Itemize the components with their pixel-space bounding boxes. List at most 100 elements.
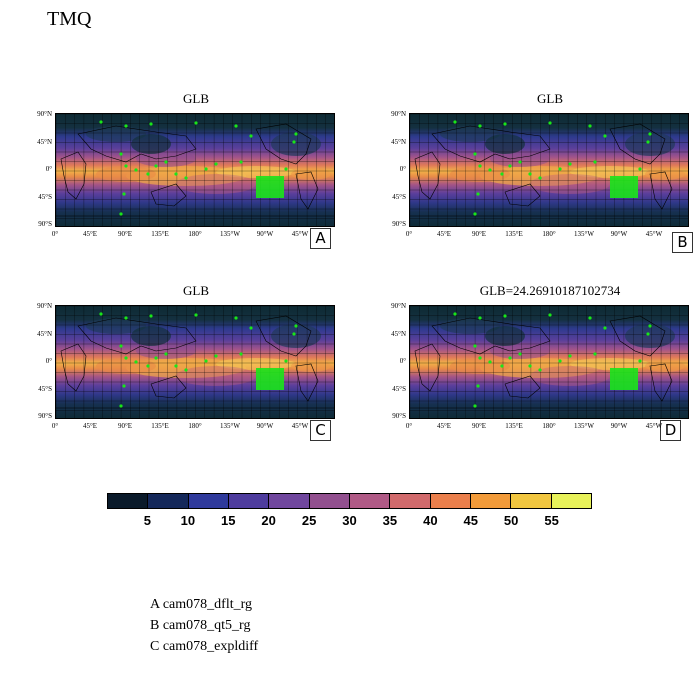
lon-label: 0°: [405, 230, 413, 238]
colorbar-swatch: [349, 494, 391, 508]
lat-label: 90°S: [392, 412, 406, 420]
lat-label: 0°: [45, 165, 52, 173]
panel-c-title: GLB: [183, 283, 209, 298]
marker-point: [548, 313, 552, 317]
colorbar-swatch: [148, 494, 189, 508]
lat-label: 0°: [399, 357, 406, 365]
marker-point: [119, 344, 123, 348]
lon-label: 180°: [542, 230, 556, 238]
marker-point: [146, 172, 150, 176]
colorbar-tick-label: 30: [342, 513, 357, 528]
lat-label: 45°N: [37, 329, 52, 338]
marker-point: [473, 404, 477, 408]
marker-point: [478, 124, 482, 128]
marker-point: [538, 368, 542, 372]
lon-label: 45°W: [291, 230, 309, 238]
marker-point: [473, 152, 477, 156]
marker-point: [249, 326, 253, 330]
colorbar-swatch: [309, 494, 350, 508]
marker-point: [194, 313, 198, 317]
legend-item-b: B cam078_qt5_rg: [150, 618, 251, 633]
colorbar-swatch: [511, 494, 552, 508]
lon-label: 90°E: [471, 422, 487, 430]
lon-label: 180°: [188, 422, 202, 430]
marker-point: [476, 192, 480, 196]
panel-b-title: GLB: [537, 91, 563, 106]
marker-point: [476, 384, 480, 388]
marker-point: [478, 316, 482, 320]
colorbar-swatch: [470, 494, 512, 508]
marker-point: [284, 167, 288, 171]
lat-label: 45°S: [392, 192, 406, 201]
lon-label: 90°W: [610, 230, 628, 238]
marker-point: [184, 368, 188, 372]
lon-label: 180°: [542, 422, 556, 430]
legend-item-a: A cam078_dflt_rg: [150, 597, 253, 612]
marker-point: [234, 124, 238, 128]
colorbar-tick-label: 10: [180, 513, 196, 528]
marker-point: [488, 168, 492, 172]
lon-label: 90°E: [471, 230, 487, 238]
marker-point: [239, 352, 243, 356]
marker-point: [164, 352, 168, 356]
marker-point: [124, 316, 128, 320]
marker-point: [149, 314, 153, 318]
panel-b-letter: B: [672, 232, 693, 253]
panel-a-map: [55, 113, 335, 227]
marker-point: [164, 160, 168, 164]
lat-label: 45°S: [38, 192, 52, 201]
marker-point: [648, 132, 652, 136]
lon-label: 135°E: [505, 230, 523, 238]
marker-point: [478, 356, 482, 360]
marker-point: [124, 124, 128, 128]
lon-label: 135°E: [505, 422, 523, 430]
marker-point: [638, 167, 642, 171]
marker-point: [149, 122, 153, 126]
marker-point: [146, 364, 150, 368]
marker-point: [488, 360, 492, 364]
marker-point: [473, 212, 477, 216]
marker-point: [134, 360, 138, 364]
marker-point: [568, 162, 572, 166]
marker-point: [518, 352, 522, 356]
panel-d-title: GLB=24.26910187102734: [479, 283, 621, 298]
lon-label: 135°W: [220, 230, 240, 238]
marker-point: [294, 132, 298, 136]
lon-label: 0°: [51, 422, 59, 430]
marker-point: [503, 314, 507, 318]
marker-point: [588, 316, 592, 320]
colorbar-tick-label: 5: [143, 513, 152, 528]
lat-label: 90°N: [37, 302, 52, 310]
marker-point: [214, 162, 218, 166]
lon-label: 45°W: [645, 230, 663, 238]
lat-label: 90°N: [391, 110, 406, 118]
colorbar-swatch: [188, 494, 229, 508]
lon-label: 45°E: [82, 230, 98, 238]
marker-point: [558, 359, 562, 363]
marker-point: [204, 167, 208, 171]
lon-label: 45°W: [645, 422, 663, 430]
lat-label: 90°N: [37, 110, 52, 118]
lon-label: 90°E: [117, 422, 133, 430]
marker-point: [588, 124, 592, 128]
lat-label: 0°: [399, 165, 406, 173]
marker-point: [648, 324, 652, 328]
marker-point: [124, 356, 128, 360]
marker-point: [538, 176, 542, 180]
lon-label: 45°W: [291, 422, 309, 430]
marker-point: [99, 312, 103, 316]
colorbar: [107, 493, 592, 509]
marker-point: [558, 167, 562, 171]
colorbar-swatch: [430, 494, 471, 508]
marker-point: [638, 359, 642, 363]
marker-point: [518, 160, 522, 164]
lat-label: 45°S: [38, 384, 52, 393]
marker-point: [119, 152, 123, 156]
colorbar-swatch: [108, 494, 149, 508]
marker-point: [119, 212, 123, 216]
marker-point: [239, 160, 243, 164]
marker-point: [528, 364, 532, 368]
lon-label: 45°E: [436, 422, 452, 430]
panel-d-letter: D: [660, 420, 681, 441]
marker-point: [292, 332, 296, 336]
